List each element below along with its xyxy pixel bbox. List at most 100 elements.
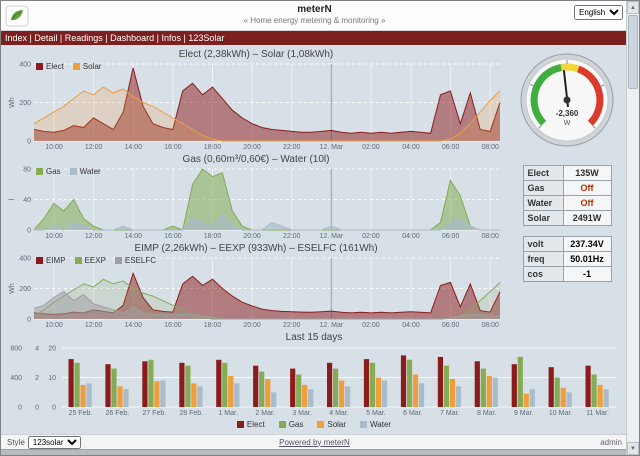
- svg-text:0: 0: [18, 405, 22, 412]
- header-titles: meterN « Home energy metering & monitori…: [1, 4, 628, 25]
- table-row: volt 237.34V: [522, 236, 612, 252]
- chart-gas-water-title: Gas (0,60m³/0,60€) – Water (10l): [182, 154, 330, 165]
- gauge-canvas: -2,360 W: [520, 53, 614, 147]
- legend-item-gas: Gas: [278, 420, 303, 429]
- nav-link-123solar[interactable]: 123Solar: [188, 33, 225, 43]
- chart-legend: Elect Solar: [36, 62, 101, 71]
- style-select[interactable]: 123solar: [27, 435, 81, 449]
- svg-text:08:00: 08:00: [481, 322, 499, 329]
- svg-text:2: 2: [35, 375, 39, 382]
- svg-text:200: 200: [19, 286, 31, 293]
- chart-legend: Gas Water: [36, 167, 101, 176]
- legend-item-gas: Gas: [36, 167, 61, 176]
- svg-text:28 Feb.: 28 Feb.: [179, 410, 203, 417]
- gauge-hub: [563, 96, 571, 104]
- chart-elect-solar: Elect (2,38kWh) – Solar (1,08kWh) 0 200 40…: [6, 48, 506, 151]
- svg-text:4 Mar.: 4 Mar.: [329, 410, 349, 417]
- window-bottom-edge: [1, 449, 628, 455]
- svg-text:10:00: 10:00: [45, 322, 63, 329]
- svg-text:80: 80: [23, 167, 31, 174]
- meter-value: 50.01Hz: [562, 251, 612, 267]
- chart-eimp-eexp: EIMP (2,26kWh) – EEXP (933Wh) – ESELFC (…: [6, 242, 506, 329]
- chart-eimp-eexp-plot: 0 200 400 10:00 12:00 14:00 16:00 18:00 20:00 22:…: [6, 255, 506, 329]
- svg-text:02:00: 02:00: [362, 322, 380, 329]
- legend-item-eselfc: ESELFC: [114, 256, 156, 265]
- chart-elect-solar-title: Elect (2,38kWh) – Solar (1,08kWh): [178, 49, 334, 60]
- svg-text:18:00: 18:00: [204, 144, 222, 151]
- svg-text:20:00: 20:00: [243, 233, 261, 240]
- footer: Style 123solar Powered by meterN admin: [1, 434, 628, 449]
- table-row: cos -1: [522, 266, 612, 282]
- chart-eimp-eexp-title: EIMP (2,26kWh) – EEXP (933Wh) – ESELFC (…: [134, 243, 378, 254]
- svg-text:8 Mar.: 8 Mar.: [477, 410, 497, 417]
- svg-text:9 Mar.: 9 Mar.: [514, 410, 534, 417]
- gauge-green-arc: [530, 64, 563, 126]
- svg-text:0: 0: [35, 405, 39, 412]
- meter-label: cos: [522, 266, 564, 282]
- nav-link-readings[interactable]: Readings: [64, 33, 103, 43]
- meter-value: 237.34V: [562, 236, 612, 252]
- svg-text:12. Mar: 12. Mar: [319, 233, 343, 240]
- footer-admin: admin: [600, 438, 622, 447]
- meterN-logo: [5, 4, 29, 33]
- svg-text:04:00: 04:00: [402, 233, 420, 240]
- svg-text:22:00: 22:00: [283, 144, 301, 151]
- status-column: -2,360 W Elect 135W Gas Off: [512, 48, 622, 331]
- svg-text:0: 0: [27, 228, 31, 235]
- svg-text:04:00: 04:00: [402, 322, 420, 329]
- svg-text:26 Feb.: 26 Feb.: [106, 410, 130, 417]
- scroll-down-arrow-icon[interactable]: ▼: [627, 442, 639, 455]
- table-row: Gas Off: [522, 180, 612, 196]
- legend-swatch-icon: [278, 420, 286, 428]
- chart-elect-solar-plot: 0 200 400 10:00 12:00 14:00 16:00 18:00 20:00 22:…: [6, 61, 506, 151]
- svg-text:20:00: 20:00: [243, 144, 261, 151]
- legend-swatch-icon: [69, 168, 77, 175]
- nav-bar: Index | Detail | Readings | Dashboard | …: [1, 31, 628, 45]
- powered-by-link[interactable]: Powered by meterN: [279, 437, 350, 447]
- language-select[interactable]: English: [574, 5, 623, 20]
- status-value: Off: [562, 195, 612, 211]
- power-gauge: -2,360 W: [515, 50, 619, 155]
- scrollbar-thumb[interactable]: [628, 15, 638, 89]
- svg-text:18:00: 18:00: [204, 233, 222, 240]
- svg-text:10:00: 10:00: [45, 233, 63, 240]
- svg-text:11 Mar.: 11 Mar.: [586, 410, 609, 417]
- svg-text:12:00: 12:00: [85, 233, 103, 240]
- status-label: Water: [522, 195, 564, 211]
- chart-legend: EIMP EEXP ESELFC: [36, 256, 156, 265]
- legend-item-water: Water: [360, 420, 391, 429]
- nav-link-detail[interactable]: Detail: [34, 33, 58, 43]
- table-row: Elect 135W: [522, 165, 612, 181]
- svg-text:06:00: 06:00: [442, 144, 460, 151]
- style-label: Style: [7, 437, 25, 447]
- svg-text:40: 40: [23, 197, 31, 204]
- svg-text:12. Mar: 12. Mar: [319, 322, 343, 329]
- svg-text:400: 400: [19, 62, 31, 69]
- nav-link-dashboard[interactable]: Dashboard: [110, 33, 155, 43]
- svg-text:12:00: 12:00: [85, 322, 103, 329]
- svg-text:14:00: 14:00: [124, 322, 142, 329]
- svg-text:12. Mar: 12. Mar: [319, 144, 343, 151]
- legend-item-elect: Elect: [36, 62, 64, 71]
- svg-text:7 Mar.: 7 Mar.: [440, 410, 460, 417]
- legend-swatch-icon: [36, 168, 43, 175]
- admin-link[interactable]: admin: [600, 437, 622, 447]
- nav-link-infos[interactable]: Infos: [161, 33, 181, 43]
- chart-gas-water-plot: 0 40 80 10:00 12:00 14:00 16:00 18:00 20:00 22:00…: [6, 166, 506, 240]
- svg-text:14:00: 14:00: [124, 233, 142, 240]
- legend-item-water: Water: [69, 167, 101, 176]
- chart-last-15-days-title: Last 15 days: [285, 332, 343, 343]
- scroll-up-arrow-icon[interactable]: ▲: [627, 1, 639, 14]
- gauge-red-arc: [576, 65, 604, 126]
- header: meterN « Home energy metering & monitori…: [1, 1, 628, 31]
- svg-text:27 Feb.: 27 Feb.: [142, 410, 166, 417]
- svg-text:02:00: 02:00: [362, 233, 380, 240]
- charts-grid: Elect (2,38kWh) – Solar (1,08kWh) 0 200 40…: [6, 48, 623, 331]
- svg-text:02:00: 02:00: [362, 144, 380, 151]
- status-table: Elect 135W Gas Off Water Off: [522, 165, 612, 226]
- svg-text:Wh: Wh: [9, 97, 16, 108]
- nav-link-index[interactable]: Index: [5, 33, 28, 43]
- scrollbar[interactable]: ▲ ▼: [626, 1, 639, 455]
- gauge-value: -2,360: [556, 109, 579, 118]
